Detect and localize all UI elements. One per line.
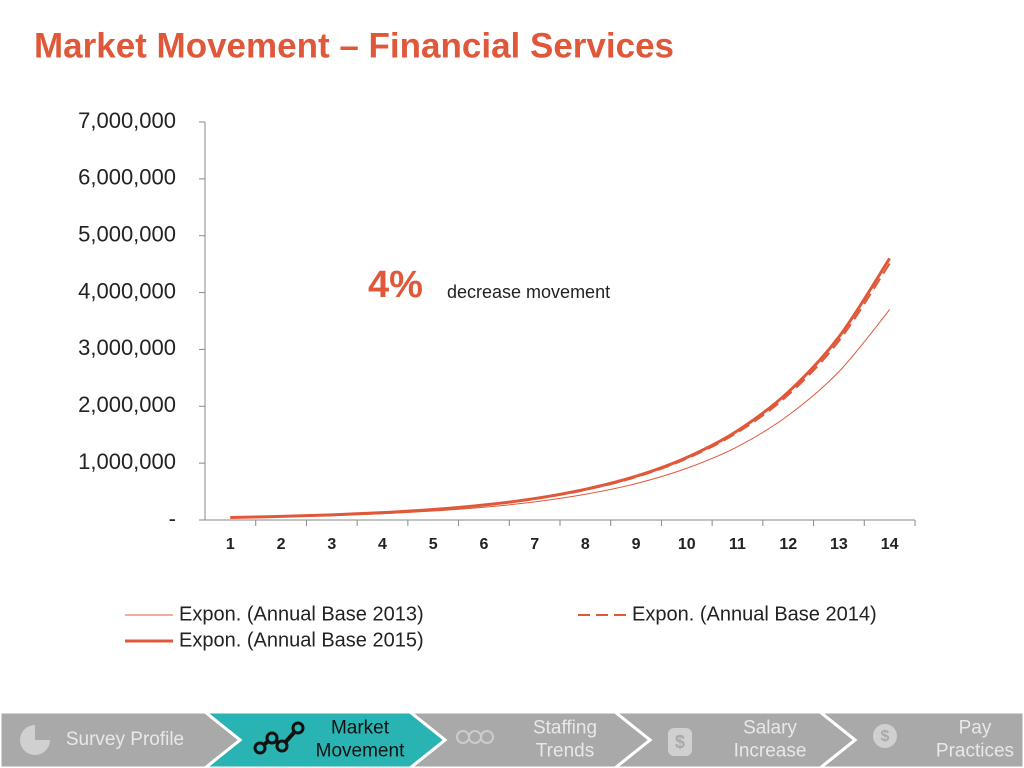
y-tick-label: 3,000,000: [78, 335, 176, 360]
y-tick-label: 7,000,000: [78, 108, 176, 133]
icon-part: [873, 724, 897, 748]
y-tick-label: 6,000,000: [78, 165, 176, 190]
annotation-highlight: 4%: [368, 264, 423, 306]
icon-part: [291, 721, 305, 735]
x-tick-label: 4: [378, 536, 387, 553]
x-tick-label: 8: [581, 536, 590, 553]
x-tick-label: 12: [779, 536, 797, 553]
nav-icon: $: [668, 728, 692, 756]
nav-icon: [20, 725, 50, 755]
x-tick-label: 6: [479, 536, 488, 553]
nav-label: Practices: [936, 741, 1014, 762]
annotation-text: decrease movement: [447, 282, 610, 302]
y-tick-label: 5,000,000: [78, 222, 176, 247]
x-tick-label: 10: [678, 536, 696, 553]
y-tick-label: 2,000,000: [78, 392, 176, 417]
nav-label: Staffing: [533, 718, 597, 739]
series-line: [230, 309, 891, 519]
nav-label: Survey Profile: [66, 729, 184, 750]
series-line: [230, 257, 891, 519]
y-tick-label: 1,000,000: [78, 449, 176, 474]
icon-part: [35, 725, 50, 740]
nav-icon: [456, 730, 494, 744]
nav-icon: $: [873, 724, 897, 748]
x-tick-label: 5: [429, 536, 438, 553]
nav-tab[interactable]: [0, 710, 243, 768]
x-tick-label: 3: [327, 536, 336, 553]
x-tick-label: 13: [830, 536, 848, 553]
nav-label: Increase: [734, 741, 807, 762]
icon-part: [275, 739, 289, 753]
icon-part: [253, 741, 267, 755]
x-tick-label: 9: [632, 536, 641, 553]
nav-label: Pay: [959, 718, 992, 739]
x-tick-label: 2: [277, 536, 286, 553]
icon-part: $: [675, 732, 685, 752]
x-tick-label: 1: [226, 536, 235, 553]
nav-label: Market: [331, 718, 390, 739]
nav-label: Trends: [536, 741, 594, 762]
x-tick-label: 7: [530, 536, 539, 553]
nav-label: Movement: [316, 741, 405, 762]
legend-label: Expon. (Annual Base 2014): [632, 603, 877, 625]
icon-part: [668, 728, 692, 756]
chart-title: Market Movement – Financial Services: [34, 26, 674, 65]
icon-part: [480, 730, 494, 744]
legend-label: Expon. (Annual Base 2015): [179, 629, 424, 651]
icon-part: [265, 731, 279, 745]
y-tick-label: -: [169, 506, 176, 531]
nav-icon: [253, 721, 305, 755]
y-tick-label: 4,000,000: [78, 278, 176, 303]
icon-part: $: [881, 728, 890, 745]
legend-label: Expon. (Annual Base 2013): [179, 603, 424, 625]
x-tick-label: 14: [881, 536, 899, 553]
nav-label: Salary: [743, 718, 797, 739]
x-tick-label: 11: [729, 536, 746, 553]
